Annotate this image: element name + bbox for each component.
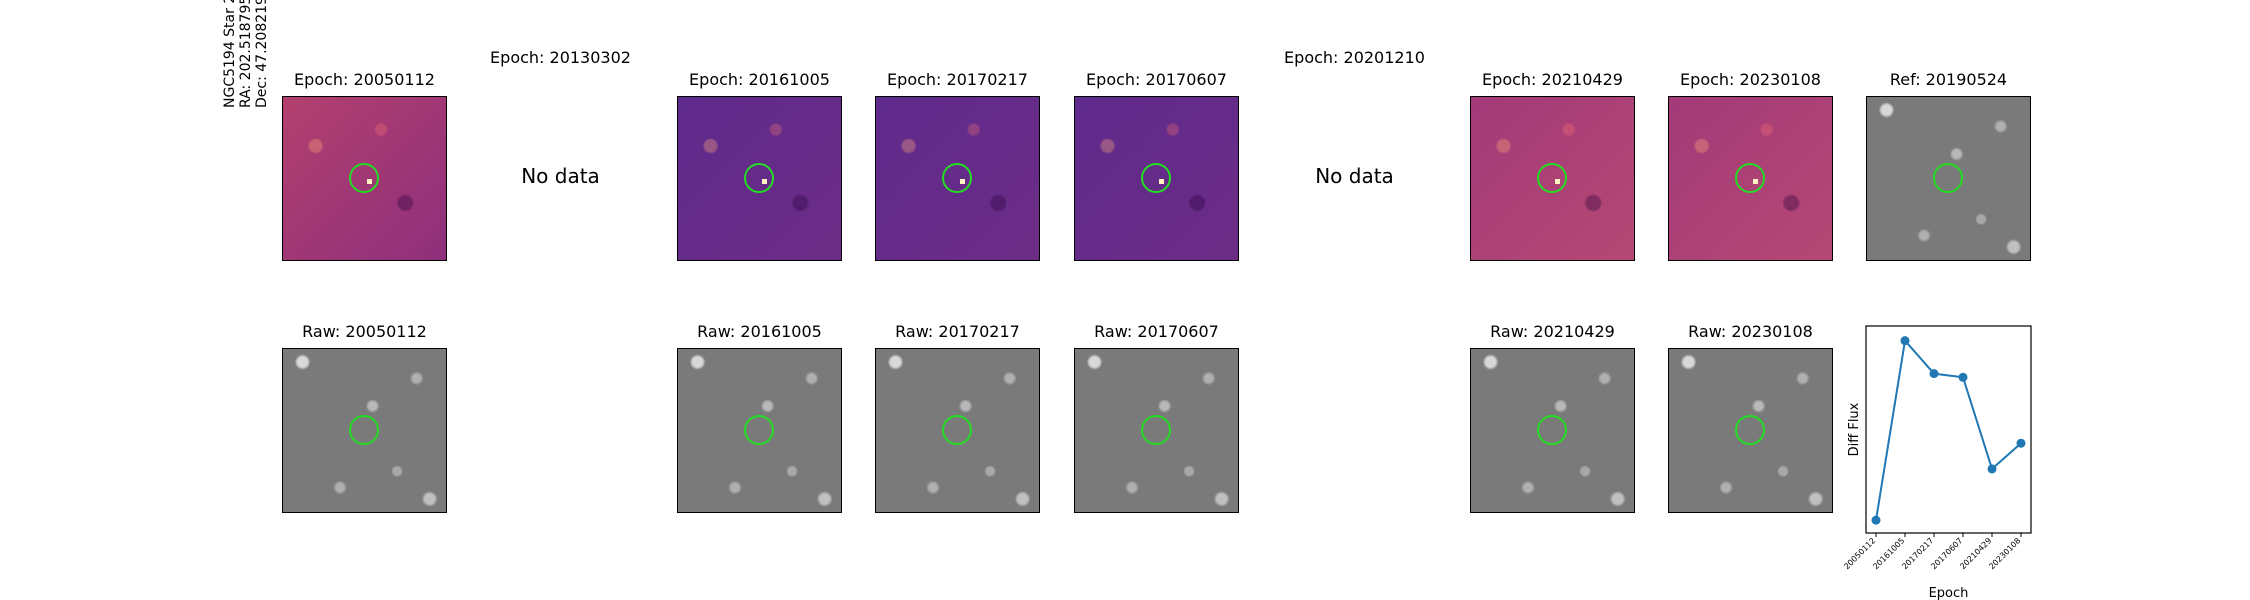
epoch-title: Epoch: 20161005 — [689, 70, 830, 89]
data-point — [1958, 372, 1968, 382]
source-blip — [1753, 179, 1758, 184]
raw-title: Raw: 20230108 — [1688, 322, 1813, 341]
epoch-title-nodata: Epoch: 20130302 — [490, 48, 631, 67]
source-blip — [1555, 179, 1560, 184]
epoch-title: Epoch: 20170607 — [1086, 70, 1227, 89]
plot-frame — [1865, 325, 2032, 534]
raw-title: Raw: 20210429 — [1490, 322, 1615, 341]
data-point — [1871, 515, 1881, 525]
diff-image — [282, 96, 447, 261]
target-circle — [349, 415, 379, 445]
x-tick-label: 20170217 — [1900, 536, 1935, 571]
y-axis-label: Diff Flux — [1847, 402, 1862, 456]
raw-title: Raw: 20170217 — [895, 322, 1020, 341]
no-data-label: No data — [521, 164, 600, 188]
x-tick-label: 20230108 — [1987, 536, 2022, 571]
target-circle — [744, 163, 774, 193]
star-ra: RA: 202.5187950 — [238, 0, 254, 108]
no-data-label: No data — [1315, 164, 1394, 188]
source-blip — [960, 179, 965, 184]
star-name: NGC5194 Star 2735 — [222, 0, 238, 108]
source-blip — [367, 179, 372, 184]
epoch-title: Epoch: 20170217 — [887, 70, 1028, 89]
x-tick-label: 20210429 — [1958, 536, 1993, 571]
source-blip — [762, 179, 767, 184]
target-circle — [744, 415, 774, 445]
data-point — [1900, 336, 1910, 346]
data-point — [2016, 438, 2026, 448]
ref-image — [1866, 96, 2031, 261]
x-tick-label: 20170607 — [1929, 536, 1964, 571]
epoch-title: Epoch: 20050112 — [294, 70, 435, 89]
x-tick-label: 20161005 — [1871, 536, 1906, 571]
raw-title: Raw: 20170607 — [1094, 322, 1219, 341]
raw-title: Raw: 20050112 — [302, 322, 427, 341]
diff-image — [677, 96, 842, 261]
target-circle — [1735, 163, 1765, 193]
epoch-title-nodata: Epoch: 20201210 — [1284, 48, 1425, 67]
target-circle — [1141, 415, 1171, 445]
diff-image — [875, 96, 1040, 261]
raw-image — [875, 348, 1040, 513]
target-circle — [1141, 163, 1171, 193]
target-circle — [942, 415, 972, 445]
diff-image — [1074, 96, 1239, 261]
target-circle — [1537, 163, 1567, 193]
diff-image — [1470, 96, 1635, 261]
data-point — [1929, 369, 1939, 379]
target-circle — [1933, 163, 1963, 193]
epoch-title: Epoch: 20210429 — [1482, 70, 1623, 89]
series-line — [1875, 338, 2022, 521]
raw-image — [677, 348, 842, 513]
source-blip — [1159, 179, 1164, 184]
target-circle — [349, 163, 379, 193]
raw-title: Raw: 20161005 — [697, 322, 822, 341]
diff-image — [1668, 96, 1833, 261]
target-circle — [942, 163, 972, 193]
x-tick-label: 20050112 — [1842, 536, 1877, 571]
data-point — [1987, 464, 1997, 474]
raw-image — [1470, 348, 1635, 513]
target-circle — [1735, 415, 1765, 445]
x-axis-label: Epoch — [1929, 586, 1969, 600]
star-dec: Dec: 47.2082197 — [254, 0, 270, 108]
raw-image — [1074, 348, 1239, 513]
ref-title: Ref: 20190524 — [1889, 70, 2008, 89]
raw-image — [282, 348, 447, 513]
target-circle — [1537, 415, 1567, 445]
raw-image — [1668, 348, 1833, 513]
epoch-title: Epoch: 20230108 — [1680, 70, 1821, 89]
